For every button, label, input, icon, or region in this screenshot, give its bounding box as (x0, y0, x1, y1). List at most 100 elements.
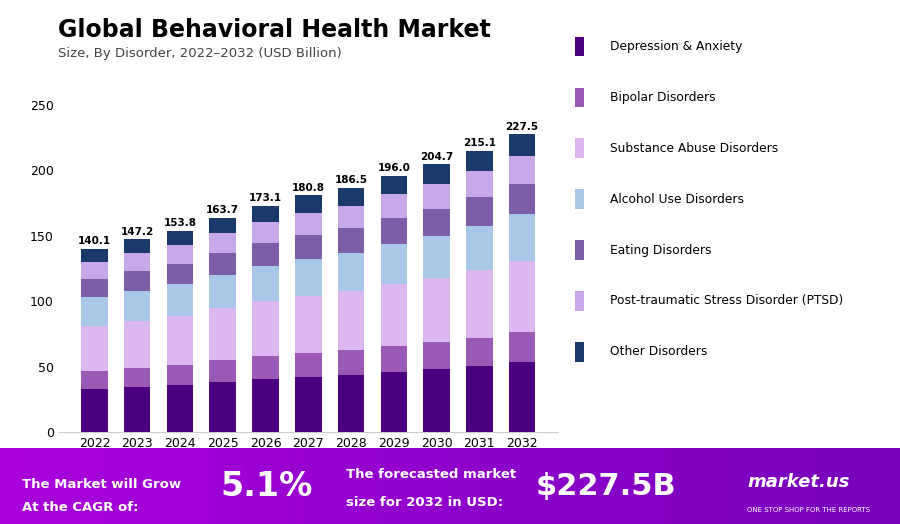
Bar (295, 235, 321, 258)
Bar (295, 195, 321, 213)
Bar (295, 353, 321, 377)
Bar (508, 362, 536, 432)
Text: market.us: market.us (747, 473, 850, 491)
Text: Bipolar Disorders: Bipolar Disorders (610, 91, 716, 104)
Bar (381, 244, 407, 284)
Text: 204.7: 204.7 (420, 151, 453, 161)
Bar (508, 184, 536, 214)
Bar (210, 275, 236, 308)
Bar (575, 189, 584, 209)
Bar (166, 264, 194, 284)
Bar (295, 296, 321, 353)
Bar (124, 271, 150, 290)
Text: ONE STOP SHOP FOR THE REPORTS: ONE STOP SHOP FOR THE REPORTS (747, 507, 870, 514)
Bar (381, 372, 407, 432)
Bar (124, 290, 150, 321)
Bar (575, 291, 584, 311)
Bar (381, 346, 407, 372)
Bar (252, 222, 279, 243)
Bar (210, 253, 236, 275)
Bar (423, 343, 450, 369)
Text: size for 2032 in USD:: size for 2032 in USD: (346, 496, 504, 509)
Bar (338, 205, 364, 228)
Bar (423, 209, 450, 236)
Bar (466, 171, 492, 198)
Bar (338, 375, 364, 432)
Bar (81, 371, 108, 389)
Bar (295, 377, 321, 432)
Bar (338, 253, 364, 291)
Text: 196.0: 196.0 (377, 163, 410, 173)
Bar (81, 298, 108, 326)
Bar (210, 218, 236, 233)
Bar (295, 213, 321, 235)
Text: Post-traumatic Stress Disorder (PTSD): Post-traumatic Stress Disorder (PTSD) (610, 294, 843, 308)
Text: 227.5: 227.5 (506, 122, 538, 132)
Text: Other Disorders: Other Disorders (610, 345, 707, 358)
Text: 140.1: 140.1 (78, 236, 111, 246)
Bar (338, 188, 364, 205)
Text: 186.5: 186.5 (335, 176, 367, 185)
Bar (210, 233, 236, 253)
Bar (508, 260, 536, 333)
Bar (252, 356, 279, 379)
Bar (338, 228, 364, 253)
Text: 180.8: 180.8 (292, 183, 325, 193)
Text: Depression & Anxiety: Depression & Anxiety (610, 40, 742, 53)
Bar (466, 225, 492, 270)
Bar (81, 326, 108, 371)
Text: 215.1: 215.1 (463, 138, 496, 148)
Bar (210, 361, 236, 382)
Text: Substance Abuse Disorders: Substance Abuse Disorders (610, 141, 778, 155)
Text: Alcohol Use Disorders: Alcohol Use Disorders (610, 193, 743, 205)
Text: 173.1: 173.1 (249, 193, 282, 203)
Bar (466, 338, 492, 366)
Text: 147.2: 147.2 (121, 227, 154, 237)
Bar (252, 379, 279, 432)
Bar (508, 214, 536, 260)
Bar (252, 266, 279, 301)
Bar (124, 368, 150, 387)
Bar (423, 369, 450, 432)
Text: The forecasted market: The forecasted market (346, 468, 517, 481)
Bar (166, 284, 194, 316)
Bar (423, 236, 450, 278)
Bar (338, 350, 364, 375)
Bar (295, 259, 321, 296)
Text: The Market will Grow: The Market will Grow (22, 478, 182, 491)
Text: 5.1%: 5.1% (220, 470, 313, 503)
Text: Size, By Disorder, 2022–2032 (USD Billion): Size, By Disorder, 2022–2032 (USD Billio… (58, 47, 342, 60)
Bar (166, 385, 194, 432)
Bar (423, 164, 450, 184)
Bar (381, 218, 407, 244)
Bar (338, 291, 364, 351)
Bar (381, 284, 407, 346)
Bar (124, 239, 150, 254)
Bar (575, 37, 584, 56)
Bar (124, 254, 150, 271)
Bar (252, 205, 279, 222)
Text: $227.5B: $227.5B (536, 472, 676, 500)
Bar (124, 387, 150, 432)
Bar (466, 198, 492, 225)
Bar (508, 157, 536, 184)
Bar (575, 240, 584, 260)
Text: Global Behavioral Health Market: Global Behavioral Health Market (58, 18, 491, 42)
Text: At the CAGR of:: At the CAGR of: (22, 501, 139, 514)
Bar (166, 316, 194, 365)
Text: 163.7: 163.7 (206, 205, 239, 215)
Bar (210, 382, 236, 432)
Bar (423, 184, 450, 209)
Bar (166, 231, 194, 245)
Bar (508, 134, 536, 157)
Bar (252, 243, 279, 266)
Text: Eating Disorders: Eating Disorders (610, 244, 711, 257)
Bar (381, 176, 407, 194)
Bar (81, 262, 108, 279)
Bar (508, 333, 536, 362)
Bar (81, 249, 108, 262)
Bar (124, 321, 150, 368)
Bar (381, 194, 407, 218)
Bar (423, 278, 450, 343)
Bar (81, 389, 108, 432)
